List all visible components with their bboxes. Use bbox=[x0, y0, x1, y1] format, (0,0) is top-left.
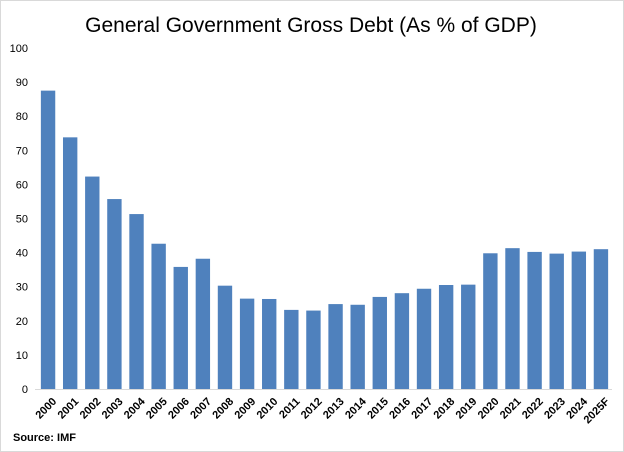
bar-2000 bbox=[40, 90, 56, 390]
y-tick-label: 30 bbox=[16, 282, 28, 294]
bar-2013 bbox=[328, 304, 343, 389]
x-tick-label: 2023 bbox=[542, 396, 568, 422]
y-tick-label: 50 bbox=[16, 214, 28, 226]
x-tick-label: 2009 bbox=[233, 396, 259, 422]
bar-2007 bbox=[195, 258, 211, 389]
x-tick-label: 2020 bbox=[476, 396, 502, 422]
bar-2012 bbox=[306, 310, 321, 389]
y-tick-label: 20 bbox=[16, 316, 28, 328]
bar-2015 bbox=[372, 296, 387, 389]
x-tick-label: 2017 bbox=[409, 396, 435, 422]
bar-2011 bbox=[284, 309, 299, 389]
y-axis: 0 10 20 30 40 50 60 70 80 90 100 bbox=[10, 43, 28, 396]
x-tick-label: 2016 bbox=[387, 396, 413, 422]
x-tick-label: 2006 bbox=[166, 396, 192, 422]
x-tick-label: 2013 bbox=[321, 396, 347, 422]
x-tick-label: 2019 bbox=[454, 396, 480, 422]
y-tick-label: 70 bbox=[16, 145, 28, 157]
x-axis: 2000200120022003200420052006200720082009… bbox=[33, 389, 613, 427]
bar-2017 bbox=[416, 288, 432, 389]
bar-2001 bbox=[62, 137, 78, 389]
bar-2021 bbox=[505, 248, 520, 389]
x-tick-label: 2000 bbox=[33, 396, 59, 422]
bar-2002 bbox=[85, 176, 100, 389]
x-tick-label: 2015 bbox=[365, 396, 391, 422]
bar-2018 bbox=[438, 285, 454, 389]
bar-2023 bbox=[549, 253, 564, 389]
x-tick-label: 2005 bbox=[144, 396, 170, 422]
bar-2024 bbox=[571, 251, 587, 389]
bar-2019 bbox=[461, 284, 476, 389]
source-note: Source: IMF bbox=[13, 432, 76, 444]
bar-2025F bbox=[593, 249, 609, 389]
y-tick-label: 60 bbox=[16, 179, 28, 191]
y-tick-label: 90 bbox=[16, 77, 28, 89]
bar-2006 bbox=[173, 266, 188, 389]
bar-2004 bbox=[129, 214, 144, 389]
x-tick-label: 2011 bbox=[277, 396, 302, 421]
x-tick-label: 2022 bbox=[520, 396, 546, 422]
y-tick-label: 80 bbox=[16, 111, 28, 123]
bar-2016 bbox=[394, 293, 410, 389]
bar-2003 bbox=[107, 199, 122, 389]
x-tick-label: 2018 bbox=[432, 396, 458, 422]
bar-2022 bbox=[527, 251, 542, 389]
x-tick-label: 2010 bbox=[255, 396, 281, 422]
x-tick-label: 2001 bbox=[56, 396, 82, 422]
y-tick-label: 40 bbox=[16, 248, 28, 260]
x-tick-label: 2002 bbox=[78, 396, 104, 422]
y-tick-label: 0 bbox=[22, 384, 28, 396]
bar-2009 bbox=[239, 298, 255, 389]
bar-2008 bbox=[217, 285, 233, 389]
x-tick-label: 2012 bbox=[299, 396, 325, 422]
x-tick-label: 2021 bbox=[498, 396, 524, 422]
x-tick-label: 2025F bbox=[582, 396, 613, 427]
bar-2010 bbox=[262, 298, 277, 389]
bar-2005 bbox=[151, 243, 166, 389]
x-tick-label: 2008 bbox=[210, 396, 236, 422]
y-tick-label: 100 bbox=[10, 43, 28, 55]
chart-title: General Government Gross Debt (As % of G… bbox=[85, 14, 537, 37]
x-tick-label: 2007 bbox=[188, 396, 214, 422]
y-tick-label: 10 bbox=[16, 350, 28, 362]
bar-2014 bbox=[350, 304, 365, 389]
bar-2020 bbox=[483, 253, 498, 389]
bars bbox=[40, 90, 609, 390]
x-tick-label: 2003 bbox=[100, 396, 126, 422]
x-tick-label: 2014 bbox=[343, 395, 369, 421]
x-tick-label: 2004 bbox=[122, 395, 148, 421]
